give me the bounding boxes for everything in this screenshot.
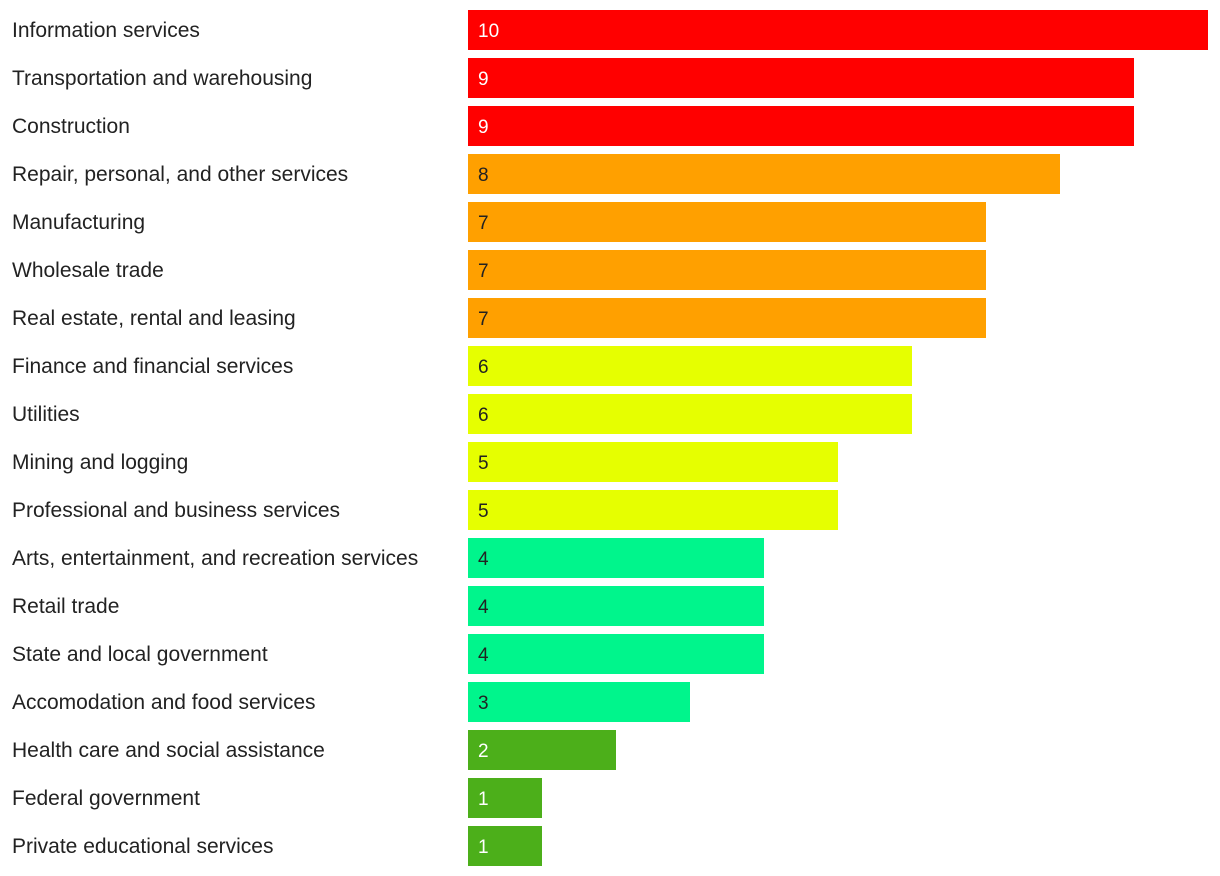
bar [468, 154, 1060, 194]
bar [468, 682, 690, 722]
category-label: Retail trade [12, 595, 119, 618]
bar [468, 538, 764, 578]
category-label: Arts, entertainment, and recreation serv… [12, 547, 418, 570]
category-label: Construction [12, 115, 130, 138]
bar-value-label: 9 [478, 69, 489, 90]
bar-value-label: 4 [478, 597, 489, 618]
category-label: State and local government [12, 643, 268, 666]
category-label: Mining and logging [12, 451, 188, 474]
category-label: Information services [12, 19, 200, 42]
bar [468, 394, 912, 434]
bar [468, 346, 912, 386]
bar-value-label: 7 [478, 213, 489, 234]
category-label: Transportation and warehousing [12, 67, 312, 90]
bar-value-label: 2 [478, 741, 489, 762]
category-labels: Information services Transportation and w… [12, 19, 418, 858]
bar-value-label: 1 [478, 837, 489, 858]
category-label: Wholesale trade [12, 259, 164, 282]
bar-value-label: 3 [478, 693, 489, 714]
bar-value-label: 8 [478, 165, 489, 186]
bar [468, 58, 1134, 98]
bars: 10 9 9 8 7 7 7 6 6 5 5 4 4 4 3 2 1 1 [468, 10, 1208, 866]
category-label: Professional and business services [12, 499, 340, 522]
category-label: Private educational services [12, 835, 273, 858]
bar [468, 634, 764, 674]
bar-value-label: 7 [478, 309, 489, 330]
bar [468, 826, 542, 866]
bar-value-label: 7 [478, 261, 489, 282]
category-label: Accomodation and food services [12, 691, 316, 714]
bar [468, 10, 1208, 50]
bar [468, 202, 986, 242]
bar [468, 442, 838, 482]
bar-value-label: 4 [478, 549, 489, 570]
bar [468, 586, 764, 626]
bar [468, 730, 616, 770]
category-label: Real estate, rental and leasing [12, 307, 296, 330]
bar-value-label: 9 [478, 117, 489, 138]
category-label: Repair, personal, and other services [12, 163, 348, 186]
category-label: Federal government [12, 787, 200, 810]
bar [468, 250, 986, 290]
bar [468, 298, 986, 338]
bar-value-label: 6 [478, 405, 489, 426]
category-label: Finance and financial services [12, 355, 293, 378]
bar-value-label: 5 [478, 501, 489, 522]
category-label: Utilities [12, 403, 80, 426]
bar-value-label: 6 [478, 357, 489, 378]
bar [468, 106, 1134, 146]
bar-value-label: 5 [478, 453, 489, 474]
bar-value-label: 4 [478, 645, 489, 666]
category-label: Health care and social assistance [12, 739, 325, 762]
bar-value-label: 1 [478, 789, 489, 810]
bar-value-label: 10 [478, 21, 499, 42]
category-label: Manufacturing [12, 211, 145, 234]
bar [468, 778, 542, 818]
bar [468, 490, 838, 530]
